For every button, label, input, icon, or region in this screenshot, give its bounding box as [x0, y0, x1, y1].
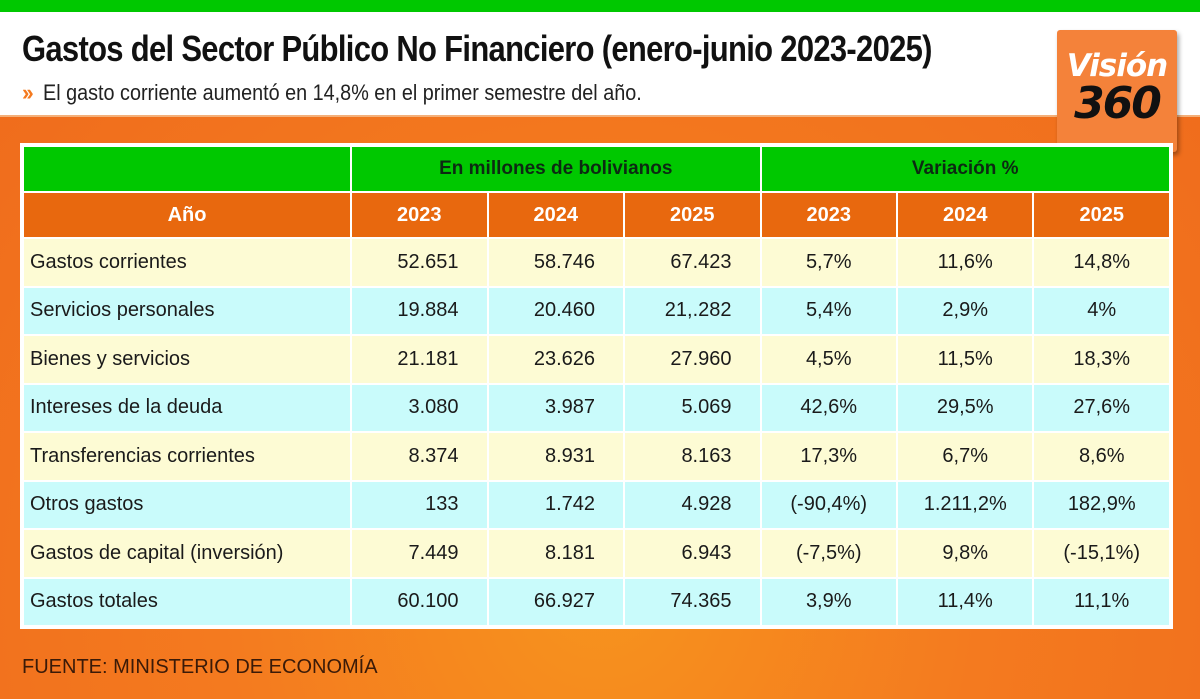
table-row: Bienes y servicios 21.181 23.626 27.960 4,5%…	[21, 334, 1171, 385]
value-cell: 21.181	[350, 334, 489, 385]
source-note: FUENTE: MINISTERIO DE ECONOMÍA	[22, 656, 378, 678]
value-cell: 6.943	[623, 528, 762, 579]
group-header-row: En millones de bolivianos Variación %	[21, 145, 1171, 193]
variation-cell: 5,4%	[759, 285, 898, 336]
group-header-empty	[21, 145, 353, 193]
row-label: Gastos corrientes	[21, 237, 353, 288]
variation-cell: 18,3%	[1032, 334, 1171, 385]
vision360-logo: Visión 360	[1057, 30, 1177, 152]
column-header: 2024	[895, 191, 1035, 239]
value-cell: 67.423	[623, 237, 762, 288]
table-row: Servicios personales 19.884 20.460 21,.282 5…	[21, 285, 1171, 336]
variation-cell: 1.211,2%	[895, 479, 1035, 530]
value-cell: 8.181	[486, 528, 626, 579]
table-row: Gastos de capital (inversión) 7.449 8.181 6…	[21, 528, 1171, 579]
row-label: Intereses de la deuda	[21, 382, 353, 433]
variation-cell: 5,7%	[759, 237, 898, 288]
variation-cell: 182,9%	[1032, 479, 1171, 530]
variation-cell: 6,7%	[895, 431, 1035, 482]
variation-cell: 4,5%	[759, 334, 898, 385]
table-row: Gastos corrientes 52.651 58.746 67.423 5,7% 1…	[21, 237, 1171, 288]
row-label: Bienes y servicios	[21, 334, 353, 385]
value-cell: 60.100	[350, 576, 489, 627]
value-cell: 7.449	[350, 528, 489, 579]
row-label: Transferencias corrientes	[21, 431, 353, 482]
value-cell: 52.651	[350, 237, 489, 288]
value-cell: 8.931	[486, 431, 626, 482]
value-cell: 27.960	[623, 334, 762, 385]
variation-cell: 4%	[1032, 285, 1171, 336]
value-cell: 1.742	[486, 479, 626, 530]
value-cell: 66.927	[486, 576, 626, 627]
top-green-bar	[0, 0, 1200, 12]
table-body: Gastos corrientes 52.651 58.746 67.423 5,7% 1…	[21, 237, 1171, 627]
row-label: Servicios personales	[21, 285, 353, 336]
row-label: Gastos totales	[21, 576, 353, 627]
column-header-row: Año 2023 2024 2025 2023 2024 2025	[21, 191, 1171, 239]
variation-cell: 3,9%	[759, 576, 898, 627]
value-cell: 133	[350, 479, 489, 530]
subtitle: El gasto corriente aumentó en 14,8% en e…	[42, 80, 642, 105]
variation-cell: 29,5%	[895, 382, 1035, 433]
group-header-millions: En millones de bolivianos	[350, 145, 762, 193]
double-chevron-right-icon: ››	[22, 80, 34, 105]
data-table-container: En millones de bolivianos Variación % Añ…	[20, 143, 1173, 629]
header: Gastos del Sector Público No Financiero …	[0, 12, 1200, 117]
variation-cell: (-90,4%)	[759, 479, 898, 530]
variation-cell: 9,8%	[895, 528, 1035, 579]
column-header: 2023	[759, 191, 898, 239]
value-cell: 4.928	[623, 479, 762, 530]
table-row: Transferencias corrientes 8.374 8.931 8.163…	[21, 431, 1171, 482]
group-header-variation: Variación %	[759, 145, 1171, 193]
value-cell: 23.626	[486, 334, 626, 385]
page-title: Gastos del Sector Público No Financiero …	[22, 28, 932, 69]
column-header: 2025	[623, 191, 762, 239]
table-row: Gastos totales 60.100 66.927 74.365 3,9% 11,4…	[21, 576, 1171, 627]
variation-cell: 11,4%	[895, 576, 1035, 627]
value-cell: 21,.282	[623, 285, 762, 336]
variation-cell: 17,3%	[759, 431, 898, 482]
data-table: En millones de bolivianos Variación % Añ…	[21, 145, 1171, 627]
column-header: 2025	[1032, 191, 1171, 239]
column-header-year-label: Año	[21, 191, 353, 239]
variation-cell: 14,8%	[1032, 237, 1171, 288]
variation-cell: 27,6%	[1032, 382, 1171, 433]
logo-text-360: 360	[1074, 78, 1162, 129]
value-cell: 5.069	[623, 382, 762, 433]
value-cell: 8.374	[350, 431, 489, 482]
variation-cell: 42,6%	[759, 382, 898, 433]
variation-cell: 11,6%	[895, 237, 1035, 288]
table-row: Otros gastos 133 1.742 4.928 (-90,4%) 1.211,2…	[21, 479, 1171, 530]
value-cell: 58.746	[486, 237, 626, 288]
value-cell: 19.884	[350, 285, 489, 336]
column-header: 2023	[350, 191, 489, 239]
variation-cell: 2,9%	[895, 285, 1035, 336]
value-cell: 8.163	[623, 431, 762, 482]
value-cell: 3.080	[350, 382, 489, 433]
table-row: Intereses de la deuda 3.080 3.987 5.069 42,6…	[21, 382, 1171, 433]
variation-cell: (-7,5%)	[759, 528, 898, 579]
logo-text-vision: Visión	[1066, 48, 1169, 84]
variation-cell: 8,6%	[1032, 431, 1171, 482]
column-header: 2024	[486, 191, 626, 239]
variation-cell: 11,5%	[895, 334, 1035, 385]
value-cell: 74.365	[623, 576, 762, 627]
row-label: Otros gastos	[21, 479, 353, 530]
subtitle-row: ›› El gasto corriente aumentó en 14,8% e…	[22, 80, 708, 106]
value-cell: 20.460	[486, 285, 626, 336]
variation-cell: 11,1%	[1032, 576, 1171, 627]
variation-cell: (-15,1%)	[1032, 528, 1171, 579]
value-cell: 3.987	[486, 382, 626, 433]
row-label: Gastos de capital (inversión)	[21, 528, 353, 579]
